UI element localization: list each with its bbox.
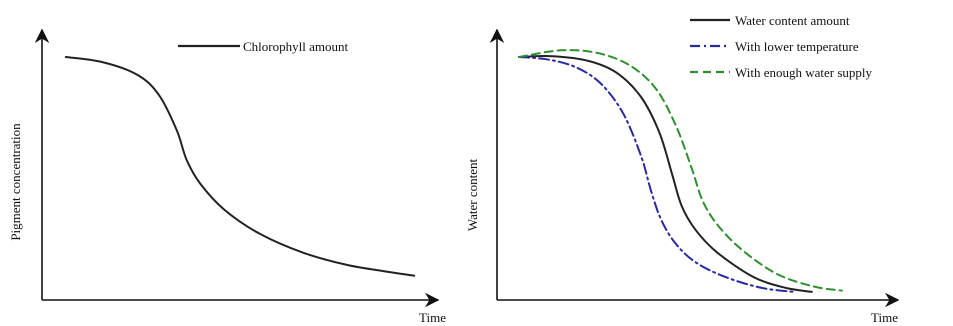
water-x-axis-label: Time bbox=[871, 310, 898, 325]
pigment-x-axis-label: Time bbox=[419, 310, 446, 325]
water-y-axis-label: Water content bbox=[465, 159, 480, 232]
legend-label-lower-temperature: With lower temperature bbox=[735, 39, 859, 54]
legend-label-water-content: Water content amount bbox=[735, 13, 850, 28]
pigment-series-layer bbox=[64, 56, 416, 277]
water-series-line-2 bbox=[518, 49, 843, 292]
pigment-y-axis-label: Pigment concentration bbox=[8, 123, 23, 241]
water-chart: Water content Time Water content amount … bbox=[465, 13, 900, 325]
water-series-line-1 bbox=[518, 56, 795, 293]
pigment-series-line-0 bbox=[64, 56, 416, 277]
legend-label-chlorophyll: Chlorophyll amount bbox=[243, 39, 348, 54]
legend-label-enough-water: With enough water supply bbox=[735, 65, 873, 80]
pigment-chart: Pigment concentration Time Chlorophyll a… bbox=[8, 28, 446, 325]
water-series-layer bbox=[518, 49, 843, 293]
water-series-line-0 bbox=[518, 55, 813, 293]
